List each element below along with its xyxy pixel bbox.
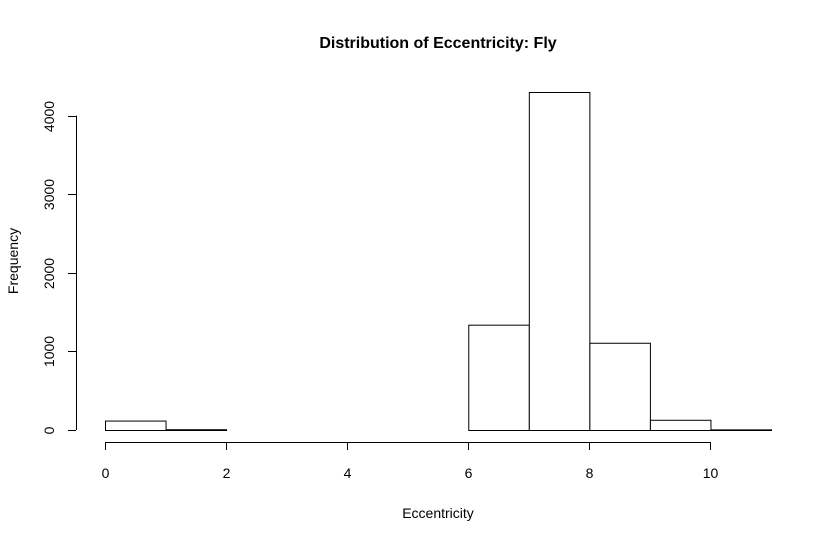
x-tick-label: 10 <box>703 465 719 481</box>
histogram-bar <box>528 92 591 431</box>
x-axis-label: Eccentricity <box>402 505 474 521</box>
x-tick-label: 2 <box>223 465 231 481</box>
histogram-bar <box>468 324 530 431</box>
bars-group <box>105 92 772 432</box>
y-tick-label: 2000 <box>41 258 57 289</box>
x-tick-label: 4 <box>344 465 352 481</box>
histogram-bar <box>589 342 651 431</box>
y-tick-label: 1000 <box>41 336 57 367</box>
x-tick-label: 0 <box>102 465 110 481</box>
y-tick-label: 4000 <box>41 101 57 132</box>
y-axis-label: Frequency <box>5 228 21 294</box>
histogram-bar <box>165 429 228 432</box>
chart-title: Distribution of Eccentricity: Fly <box>319 35 556 52</box>
y-axis: 0 1000 2000 3000 4000 <box>41 101 77 434</box>
x-tick-label: 6 <box>465 465 473 481</box>
y-tick-label: 3000 <box>41 179 57 210</box>
x-tick-label: 8 <box>586 465 594 481</box>
x-axis: 0 2 4 6 8 10 <box>102 442 719 481</box>
histogram-bar <box>710 429 772 431</box>
histogram-bar <box>649 419 712 432</box>
histogram-bar <box>105 420 167 432</box>
y-tick-label: 0 <box>41 426 57 434</box>
